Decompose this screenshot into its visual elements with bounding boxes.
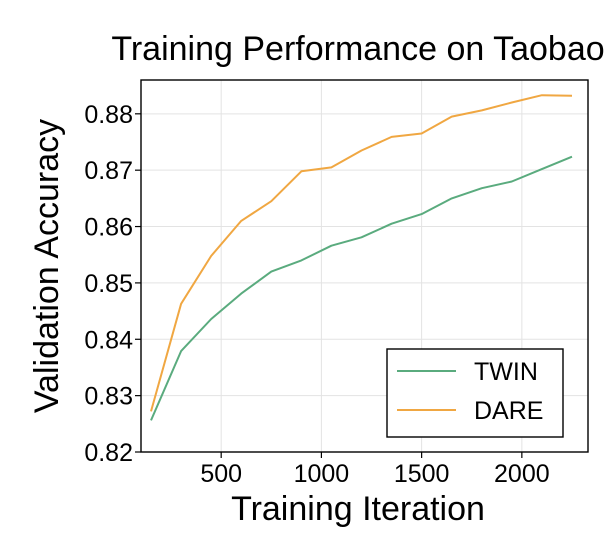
- series-line-twin: [150, 155, 573, 421]
- y-tick-label: 0.86: [84, 214, 133, 242]
- y-tick-label: 0.88: [84, 101, 133, 129]
- y-tick-label: 0.87: [84, 157, 133, 185]
- y-tick-label: 0.83: [84, 383, 133, 411]
- x-tick-label: 2000: [494, 460, 550, 488]
- x-tick-label: 1000: [294, 460, 350, 488]
- legend-box: [386, 348, 564, 438]
- legend: TWIN DARE: [386, 348, 564, 438]
- x-tick-label: 1500: [394, 460, 450, 488]
- y-tick-label: 0.84: [84, 326, 133, 354]
- series-lines: [150, 94, 573, 421]
- y-tick-label: 0.85: [84, 270, 133, 298]
- y-ticks: 0.82 0.83 0.84 0.85 0.86 0.87 0.88: [84, 101, 141, 467]
- chart-title: Training Performance on Taobao: [111, 30, 604, 68]
- plot-frame: [140, 79, 589, 453]
- legend-label-twin: TWIN: [474, 358, 538, 386]
- x-ticks: 500 1000 1500 2000: [200, 452, 550, 488]
- y-axis-label: Validation Accuracy: [28, 119, 66, 413]
- x-tick-label: 500: [200, 460, 242, 488]
- y-tick-label: 0.82: [84, 439, 133, 467]
- x-axis-label: Training Iteration: [231, 490, 485, 528]
- series-line-dare: [150, 94, 573, 412]
- legend-label-dare: DARE: [474, 397, 543, 425]
